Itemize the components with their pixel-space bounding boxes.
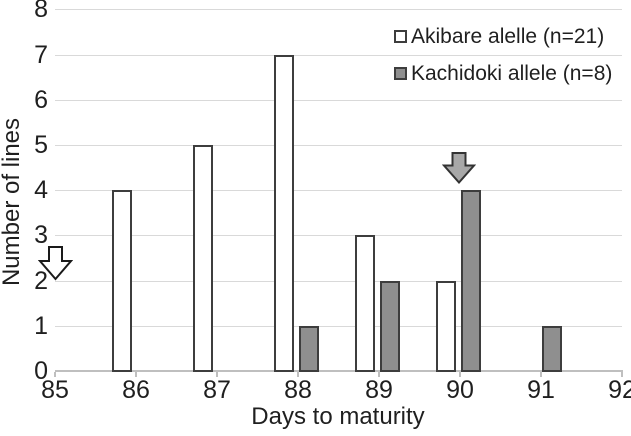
gray-down-arrow-annotation-icon — [442, 152, 476, 184]
gridline-y-2 — [55, 280, 622, 282]
bar-kachidoki-88 — [299, 325, 319, 372]
x-tick-mark-91 — [540, 372, 542, 377]
bar-kachidoki-89 — [380, 280, 400, 372]
x-axis-title: Days to maturity — [251, 403, 425, 430]
gridline-y-7 — [55, 54, 622, 56]
akibare-legend-label: Akibare alelle (n=21) — [411, 24, 605, 48]
y-tick-label-5: 5 — [34, 131, 48, 159]
x-tick-mark-87 — [216, 372, 218, 377]
gridline-y-6 — [55, 99, 622, 101]
legend-item-akibare: Akibare alelle (n=21) — [394, 24, 612, 49]
bar-akibare-89 — [355, 235, 375, 372]
x-tick-mark-88 — [297, 372, 299, 377]
gridline-y-8 — [55, 9, 622, 11]
white-down-arrow-annotation-icon — [38, 246, 73, 281]
gridline-y-1 — [55, 325, 622, 327]
x-tick-mark-85 — [54, 372, 56, 377]
x-tick-label-89: 89 — [365, 376, 393, 404]
y-tick-label-4: 4 — [34, 176, 48, 205]
x-axis-line — [55, 370, 623, 372]
y-tick-label-8: 8 — [34, 0, 48, 24]
gridline-y-3 — [55, 235, 622, 237]
gridline-y-4 — [55, 190, 622, 192]
y-tick-label-2: 2 — [34, 266, 48, 295]
bar-akibare-90 — [436, 280, 456, 372]
y-tick-label-1: 1 — [34, 311, 48, 340]
legend-item-kachidoki: Kachidoki allele (n=8) — [394, 61, 612, 86]
x-tick-mark-90 — [459, 372, 461, 377]
x-tick-label-90: 90 — [446, 376, 474, 404]
bar-kachidoki-91 — [542, 325, 562, 372]
x-tick-label-92: 92 — [608, 376, 631, 404]
bar-akibare-86 — [112, 190, 132, 372]
bar-akibare-87 — [193, 145, 213, 372]
kachidoki-legend-marker-icon — [394, 67, 407, 80]
x-tick-label-91: 91 — [527, 376, 555, 404]
x-tick-label-88: 88 — [284, 376, 312, 404]
x-tick-label-86: 86 — [122, 376, 150, 404]
bar-akibare-88 — [274, 54, 294, 372]
x-tick-mark-89 — [378, 372, 380, 377]
legend: Akibare alelle (n=21) Kachidoki allele (… — [394, 24, 612, 98]
y-tick-label-0: 0 — [34, 357, 48, 385]
x-tick-label-85: 85 — [41, 376, 69, 404]
bar-kachidoki-90 — [461, 190, 481, 372]
y-tick-label-7: 7 — [34, 40, 48, 69]
y-tick-label-6: 6 — [34, 85, 48, 114]
akibare-legend-marker-icon — [394, 30, 407, 43]
x-tick-label-87: 87 — [203, 376, 231, 404]
y-tick-label-3: 3 — [34, 221, 48, 250]
x-tick-mark-92 — [621, 372, 623, 377]
gridline-y-5 — [55, 145, 622, 146]
kachidoki-legend-label: Kachidoki allele (n=8) — [411, 61, 613, 85]
x-tick-mark-86 — [135, 372, 137, 377]
